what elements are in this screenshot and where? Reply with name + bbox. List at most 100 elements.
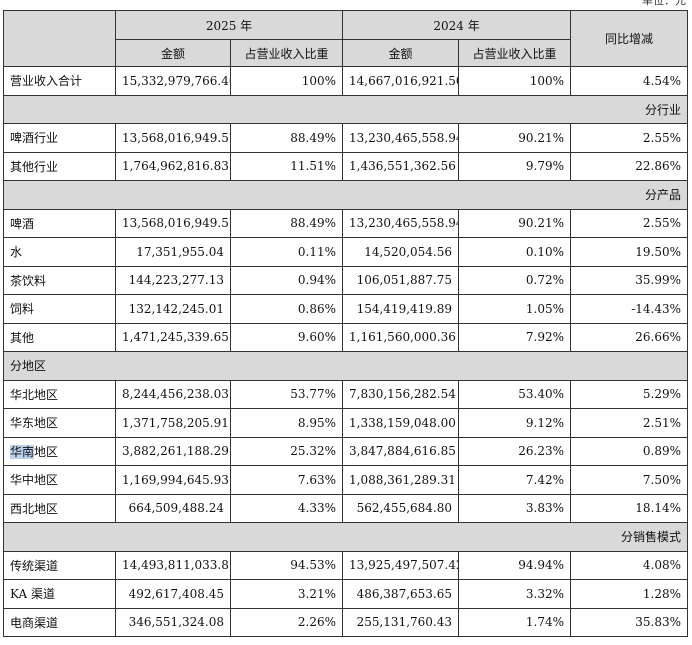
cell-ratio-2024: 7.42%: [458, 465, 572, 495]
total-yoy: 4.54%: [570, 66, 689, 96]
header-amount-2024: 金额: [342, 39, 460, 67]
table-row: 其他 1,471,245,339.65 9.60% 1,161,560,000.36 7…: [3, 322, 689, 352]
cell-yoy: 4.08%: [570, 550, 689, 580]
cell-amount-2024: 13,230,465,558.94: [342, 123, 460, 153]
section-title: 分产品: [2, 180, 689, 210]
section-title: 分行业: [2, 94, 689, 124]
section-title: 分销售模式: [2, 522, 689, 552]
total-ratio-2024: 100%: [458, 66, 572, 96]
section-header-row: 分产品: [2, 180, 689, 210]
cell-amount-2025: 664,509,488.24: [115, 493, 231, 523]
cell-amount-2025: 144,223,277.13: [115, 265, 231, 295]
cell-amount-2024: 486,387,653.65: [342, 579, 460, 609]
cell-ratio-2024: 1.05%: [458, 294, 572, 324]
row-label: 啤酒: [3, 208, 116, 238]
table-row: 其他行业 1,764,962,816.83 11.51% 1,436,551,362.…: [3, 151, 689, 181]
table-row: 传统渠道 14,493,811,033.87 94.53% 13,925,497,50…: [3, 550, 689, 580]
cell-amount-2024: 14,520,054.56: [342, 237, 460, 267]
cell-ratio-2025: 0.11%: [229, 237, 344, 267]
cell-amount-2025: 1,471,245,339.65: [115, 322, 231, 352]
cell-ratio-2024: 94.94%: [458, 550, 572, 580]
row-label: 水: [3, 237, 116, 267]
cell-amount-2024: 1,088,361,289.31: [342, 465, 460, 495]
total-amount-2025: 15,332,979,766.40: [115, 66, 231, 96]
header-row-years: 2025 年 2024 年 同比增减: [3, 10, 689, 67]
row-label: 华中地区: [3, 465, 116, 495]
table-row: 茶饮料 144,223,277.13 0.94% 106,051,887.75 0.72…: [3, 265, 689, 295]
cell-amount-2024: 7,830,156,282.54: [342, 379, 460, 409]
cell-yoy: 35.83%: [570, 607, 689, 637]
row-label: 其他行业: [3, 151, 116, 181]
row-label: 茶饮料: [3, 265, 116, 295]
cell-ratio-2025: 94.53%: [229, 550, 344, 580]
cell-ratio-2024: 7.92%: [458, 322, 572, 352]
cell-amount-2025: 1,764,962,816.83: [115, 151, 231, 181]
cell-ratio-2024: 0.10%: [458, 237, 572, 267]
section-header-row: 分地区: [2, 351, 689, 381]
cell-ratio-2024: 3.32%: [458, 579, 572, 609]
cell-amount-2024: 562,455,684.80: [342, 493, 460, 523]
cell-ratio-2024: 90.21%: [458, 208, 572, 238]
cell-yoy: 22.86%: [570, 151, 689, 181]
cell-amount-2024: 13,925,497,507.42: [342, 550, 460, 580]
table-row: 华中地区 1,169,994,645.93 7.63% 1,088,361,289.3…: [3, 465, 689, 495]
cell-amount-2025: 346,551,324.08: [115, 607, 231, 637]
section-title: 分地区: [2, 351, 689, 381]
row-label: 其他: [3, 322, 116, 352]
cell-ratio-2024: 53.40%: [458, 379, 572, 409]
cell-amount-2025: 1,169,994,645.93: [115, 465, 231, 495]
cell-ratio-2025: 0.86%: [229, 294, 344, 324]
cell-yoy: 5.29%: [570, 379, 689, 409]
row-label: 饲料: [3, 294, 116, 324]
table-row: 饲料 132,142,245.01 0.86% 154,419,419.89 1.05%…: [3, 294, 689, 324]
cell-yoy: 19.50%: [570, 237, 689, 267]
cell-yoy: 26.66%: [570, 322, 689, 352]
cell-ratio-2025: 2.26%: [229, 607, 344, 637]
cell-amount-2024: 255,131,760.43: [342, 607, 460, 637]
cell-yoy: 1.28%: [570, 579, 689, 609]
cell-amount-2025: 1,371,758,205.91: [115, 408, 231, 438]
table-row: 水 17,351,955.04 0.11% 14,520,054.56 0.10% 19.…: [3, 237, 689, 267]
cell-ratio-2024: 0.72%: [458, 265, 572, 295]
header-yoy: 同比增减: [570, 10, 689, 67]
cell-amount-2025: 17,351,955.04: [115, 237, 231, 267]
cell-ratio-2024: 9.12%: [458, 408, 572, 438]
header-ratio-2025: 占营业收入比重: [229, 39, 344, 67]
cell-amount-2024: 3,847,884,616.85: [342, 436, 460, 466]
revenue-table: 2025 年 2024 年 同比增减 金额 占营业收入比重 金额 占营业收入比重…: [2, 10, 689, 637]
cell-amount-2025: 13,568,016,949.57: [115, 123, 231, 153]
total-amount-2024: 14,667,016,921.50: [342, 66, 460, 96]
cell-ratio-2025: 9.60%: [229, 322, 344, 352]
row-label: KA 渠道: [3, 579, 116, 609]
selected-text-highlight: 华南: [10, 444, 35, 459]
cell-ratio-2025: 11.51%: [229, 151, 344, 181]
table-row: 啤酒 13,568,016,949.57 88.49% 13,230,465,558.…: [3, 208, 689, 238]
table-row: 华南地区 3,882,261,188.29 25.32% 3,847,884,616.…: [3, 436, 689, 466]
table-row: KA 渠道 492,617,408.45 3.21% 486,387,653.65 3.…: [3, 579, 689, 609]
table-row: 西北地区 664,509,488.24 4.33% 562,455,684.80 3.8…: [3, 493, 689, 523]
cell-yoy: -14.43%: [570, 294, 689, 324]
cell-ratio-2024: 90.21%: [458, 123, 572, 153]
header-ratio-2024: 占营业收入比重: [458, 39, 572, 67]
cell-amount-2024: 1,338,159,048.00: [342, 408, 460, 438]
cell-ratio-2025: 53.77%: [229, 379, 344, 409]
row-label: 西北地区: [3, 493, 116, 523]
cell-amount-2025: 3,882,261,188.29: [115, 436, 231, 466]
cell-amount-2024: 106,051,887.75: [342, 265, 460, 295]
cell-ratio-2024: 26.23%: [458, 436, 572, 466]
table-row: 电商渠道 346,551,324.08 2.26% 255,131,760.43 1.7…: [3, 607, 689, 637]
section-header-row: 分销售模式: [2, 522, 689, 552]
row-label: 啤酒行业: [3, 123, 116, 153]
cell-ratio-2025: 88.49%: [229, 208, 344, 238]
cell-ratio-2025: 8.95%: [229, 408, 344, 438]
cell-ratio-2025: 0.94%: [229, 265, 344, 295]
row-label-rest: 地区: [34, 444, 59, 459]
row-label: 传统渠道: [3, 550, 116, 580]
unit-label: 单位：元: [642, 0, 686, 7]
cell-amount-2025: 14,493,811,033.87: [115, 550, 231, 580]
cell-yoy: 2.55%: [570, 208, 689, 238]
cell-ratio-2024: 1.74%: [458, 607, 572, 637]
cell-amount-2024: 154,419,419.89: [342, 294, 460, 324]
cell-amount-2024: 1,436,551,362.56: [342, 151, 460, 181]
header-row-sub: 金额 占营业收入比重 金额 占营业收入比重: [4, 39, 688, 67]
